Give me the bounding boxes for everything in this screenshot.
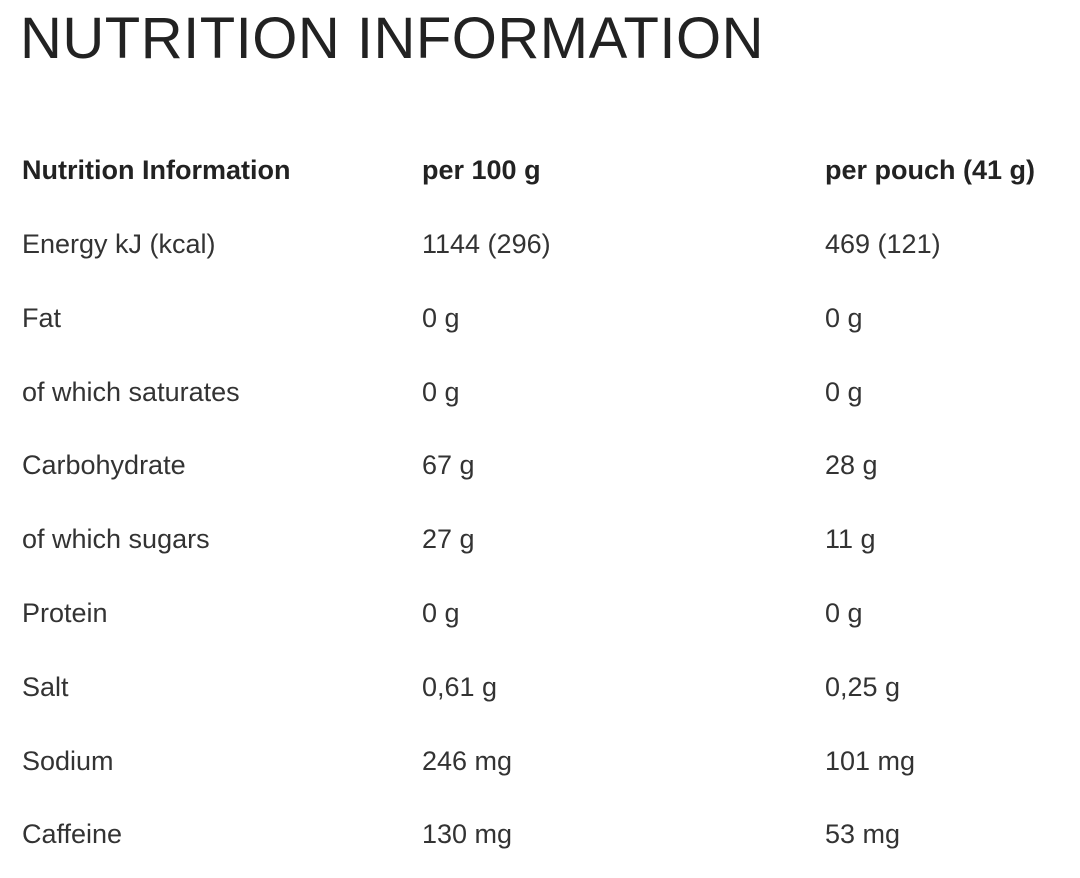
row-label: Salt — [22, 671, 69, 702]
row-label: Fat — [22, 302, 62, 333]
column-header: per 100 g — [422, 155, 541, 185]
cell-value: 101 mg — [825, 745, 916, 776]
cell-value: 67 g — [422, 450, 475, 481]
cell-value: 28 g — [825, 450, 878, 481]
cell-value: 0 g — [825, 302, 863, 333]
row-label: Sodium — [22, 745, 114, 776]
cell-value: 0 g — [422, 598, 460, 628]
cell-value: 1144 (296) — [422, 229, 551, 259]
cell-value: 0 g — [422, 376, 460, 407]
page-title: NUTRITION INFORMATION — [20, 6, 765, 71]
cell-value: 469 (121) — [825, 229, 941, 259]
cell-value: 0 g — [422, 302, 460, 333]
cell-value: 0,25 g — [825, 671, 901, 702]
cell-value: 11 g — [825, 524, 876, 555]
cell-value: 0 g — [825, 598, 863, 628]
cell-value: 53 mg — [825, 819, 901, 850]
cell-value: 27 g — [422, 524, 475, 555]
row-label: of which saturates — [22, 376, 240, 407]
cell-value: 130 mg — [422, 819, 513, 850]
row-label: Carbohydrate — [22, 450, 186, 481]
row-label: Caffeine — [22, 819, 123, 850]
cell-value: 0 g — [825, 376, 863, 407]
column-header: per pouch (41 g) — [825, 155, 1036, 185]
cell-value: 246 mg — [422, 745, 513, 776]
column-header: Nutrition Information — [22, 155, 291, 185]
row-label: Energy kJ (kcal) — [22, 229, 216, 259]
row-label: Protein — [22, 598, 108, 628]
cell-value: 0,61 g — [422, 671, 498, 702]
row-label: of which sugars — [22, 524, 210, 555]
